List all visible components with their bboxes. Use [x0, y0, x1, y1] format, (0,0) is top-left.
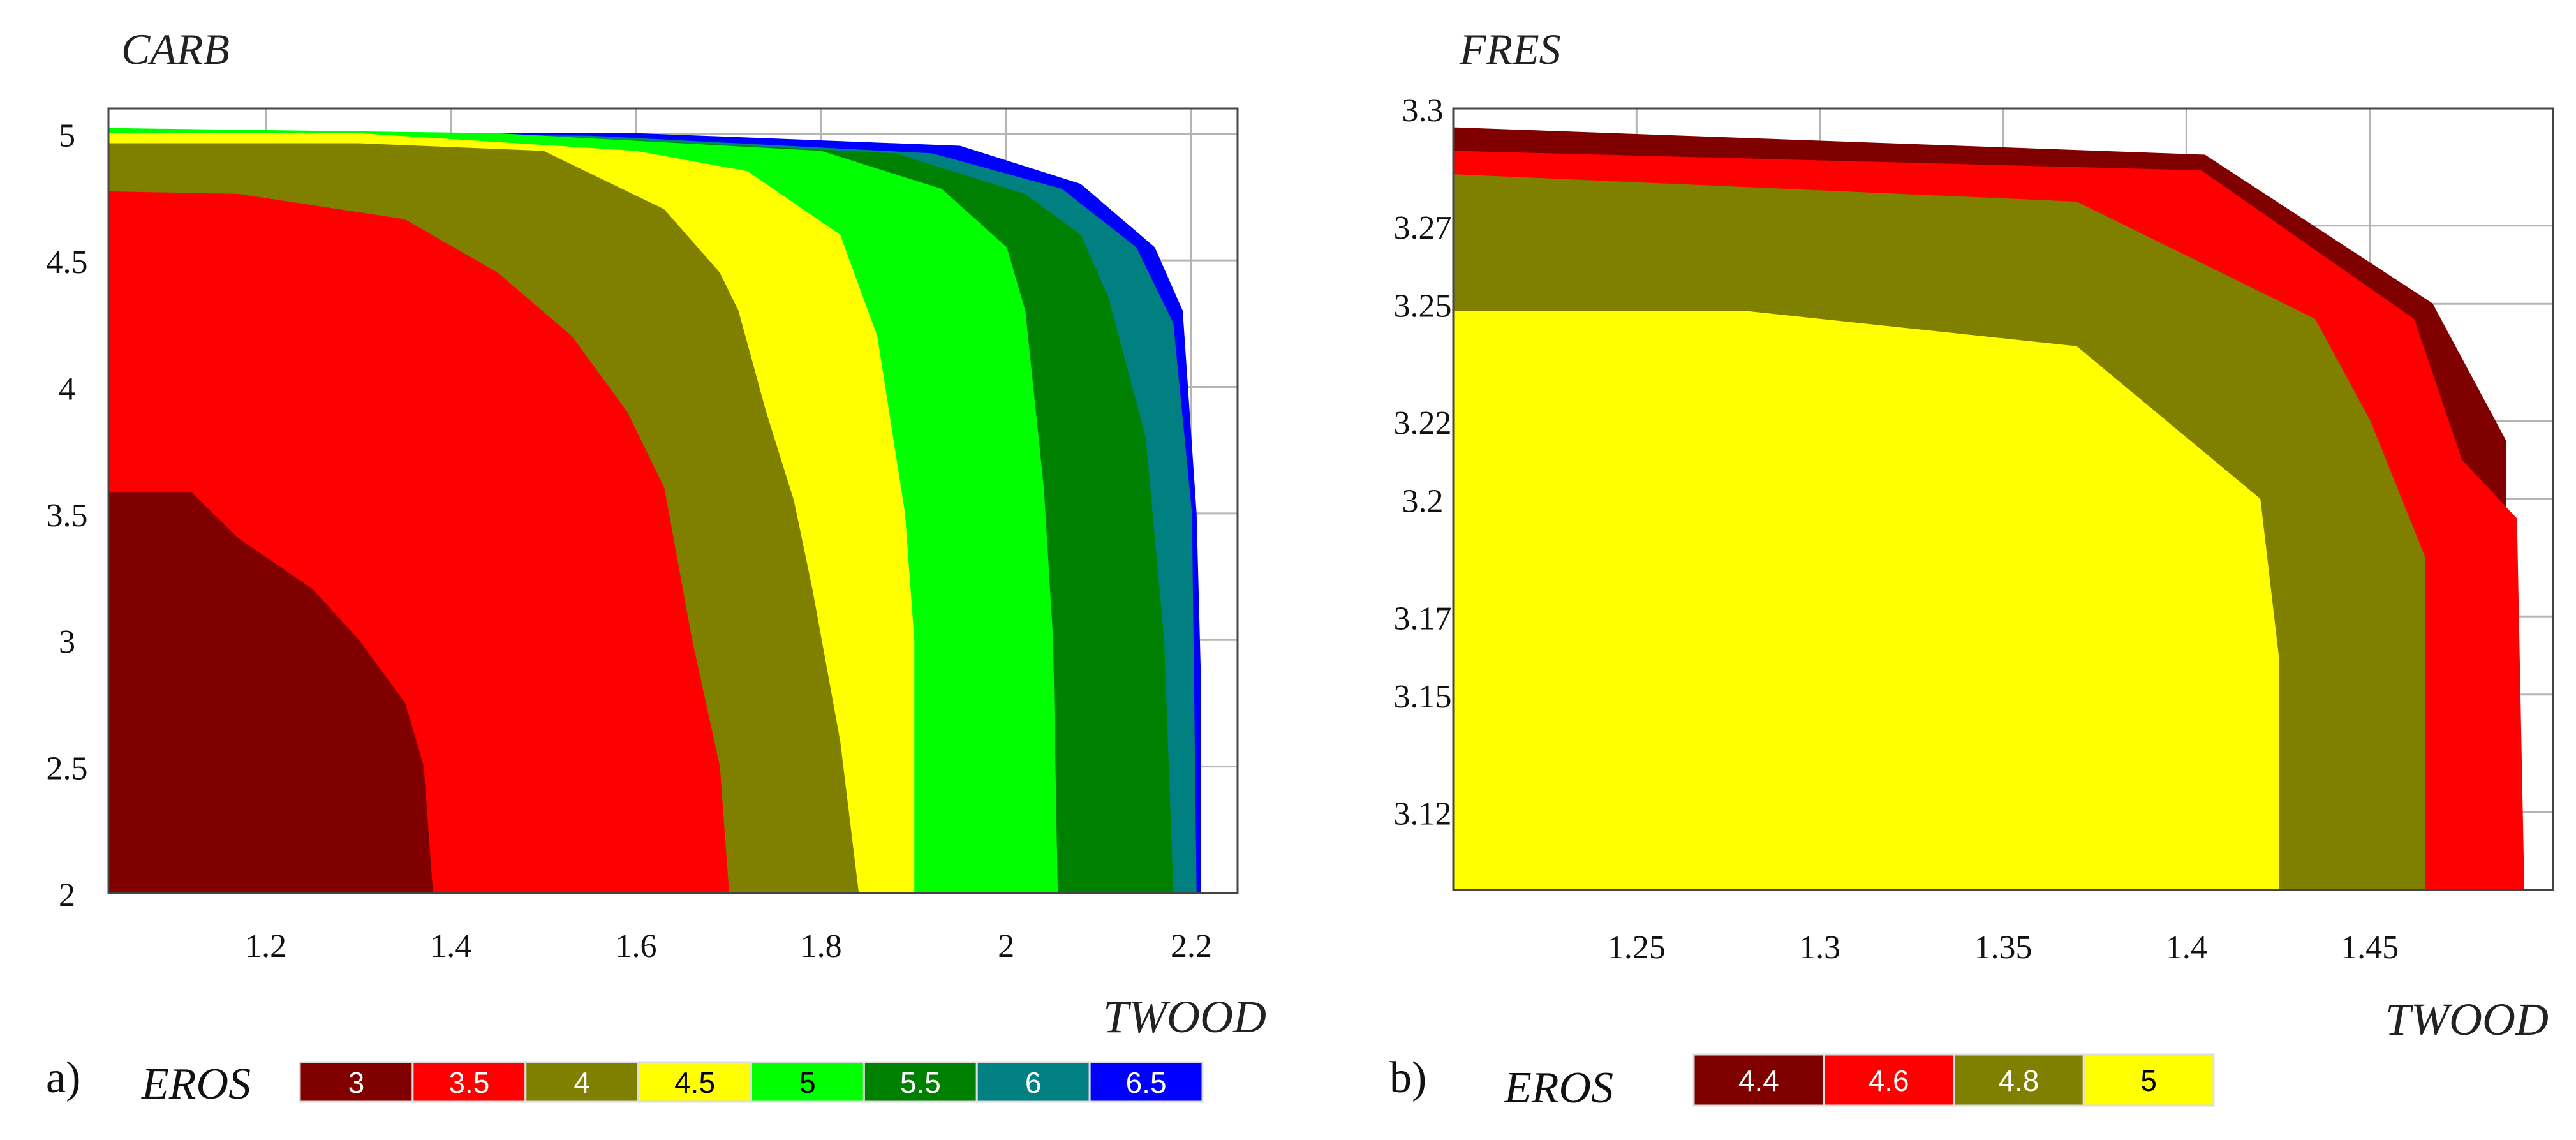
panel-a-legend-swatch-3: [299, 1061, 414, 1103]
panel-a-legend-title: EROS: [141, 1060, 251, 1109]
panel-b-y-tick-label: 3.27: [1394, 210, 1452, 246]
panel-a-y-tick-label: 3.5: [47, 498, 88, 534]
panel-a-x-tick-label: 1.2: [245, 928, 286, 965]
panel-b-x-tick-label: 1.4: [2166, 929, 2207, 966]
panel-a-legend-swatch-6.5: [1088, 1061, 1204, 1103]
panel-a-x-tick-label: 1.8: [801, 928, 842, 965]
panel-b-y-tick-label: 3.2: [1402, 484, 1444, 520]
panel-b-legend-label-5: 5: [2140, 1064, 2157, 1097]
panel-b-y-tick-label: 3.25: [1394, 288, 1452, 324]
panel-b-y-tick-label: 3.15: [1394, 679, 1452, 715]
panel-b-x-tick-label: 1.45: [2341, 929, 2399, 966]
panel-b-legend-swatch-4.8: [1953, 1053, 2085, 1107]
panel-b-x-tick-label: 1.25: [1608, 929, 1666, 966]
panel-a-x-axis-title: TWOOD: [1103, 991, 1266, 1042]
panel-a-y-tick-label: 2: [59, 877, 75, 914]
panel-a-y-tick-label: 2.5: [47, 751, 88, 787]
panel-a-legend-label-5.5: 5.5: [900, 1066, 941, 1099]
panel-a-y-tick-label: 4.5: [47, 244, 88, 281]
panel-a-legend-swatch-4: [524, 1061, 640, 1103]
panel-a-panel-label: a): [46, 1053, 80, 1102]
panel-b-y-axis-title: FRES: [1459, 25, 1561, 73]
panel-b-legend-label-4.8: 4.8: [1998, 1064, 2039, 1097]
panel-b-x-tick-label: 1.3: [1799, 929, 1840, 966]
panel-a-legend-swatch-6: [975, 1061, 1091, 1103]
panel-a-x-tick-label: 1.4: [430, 928, 471, 965]
panel-a-legend-label-6.5: 6.5: [1126, 1066, 1167, 1099]
panel-a-legend-swatch-5: [750, 1061, 865, 1103]
panel-a-legend-label-4: 4: [574, 1066, 590, 1099]
panel-a-legend-label-3: 3: [348, 1066, 365, 1099]
panel-b-x-tick-label: 1.35: [1974, 929, 2032, 966]
panel-a-contour-region-3: [108, 492, 433, 894]
panel-a-x-tick-label: 1.6: [615, 928, 656, 965]
panel-b-legend-label-4.4: 4.4: [1738, 1064, 1779, 1097]
panel-b-legend-swatch-4.4: [1692, 1053, 1825, 1107]
panel-b-y-tick-label: 3.12: [1394, 796, 1452, 833]
panel-a-y-tick-label: 4: [59, 371, 75, 407]
panel-a-y-tick-label: 5: [59, 118, 75, 154]
panel-a-legend-label-6: 6: [1025, 1066, 1042, 1099]
panel-b-plot-frame: [1452, 107, 2554, 891]
panel-b-panel-label: b): [1389, 1053, 1426, 1102]
panel-a-x-tick-label: 2.2: [1171, 928, 1212, 965]
panel-a-legend-label-3.5: 3.5: [448, 1066, 489, 1099]
panel-a-legend-swatch-4.5: [637, 1061, 752, 1103]
panel-b-x-axis-title: TWOOD: [2385, 994, 2549, 1045]
panel-b-y-tick-label: 3.3: [1402, 93, 1444, 129]
panel-a-x-tick-label: 2: [998, 928, 1014, 965]
panel-a-y-tick-label: 3: [59, 624, 75, 660]
panel-a-y-axis-title: CARB: [121, 25, 230, 73]
panel-a-legend-label-4.5: 4.5: [674, 1066, 715, 1099]
panel-a-plot-frame: [107, 107, 1239, 894]
panel-a-legend-label-5: 5: [799, 1066, 816, 1099]
panel-a-chart: 2 2.5 3 3.5 4 4.5 5 1.2 1.4 1.6 1.8 2 2.2 CARB TWOOD a)…: [46, 25, 1266, 1109]
panel-b-y-tick-label: 3.17: [1394, 600, 1452, 637]
panel-b-legend-swatch-5: [2082, 1053, 2215, 1107]
panel-b-contour-region-5: [1453, 311, 2279, 891]
panel-b-legend-title: EROS: [1504, 1063, 1613, 1113]
panel-b-y-tick-label: 3.22: [1394, 405, 1452, 441]
panel-b-legend-label-4.6: 4.6: [1869, 1064, 1909, 1097]
panel-b-chart: 3.12 3.15 3.17 3.2 3.22 3.25 3.27 3.3 1.25 1.3 1.3…: [1389, 25, 2554, 1113]
